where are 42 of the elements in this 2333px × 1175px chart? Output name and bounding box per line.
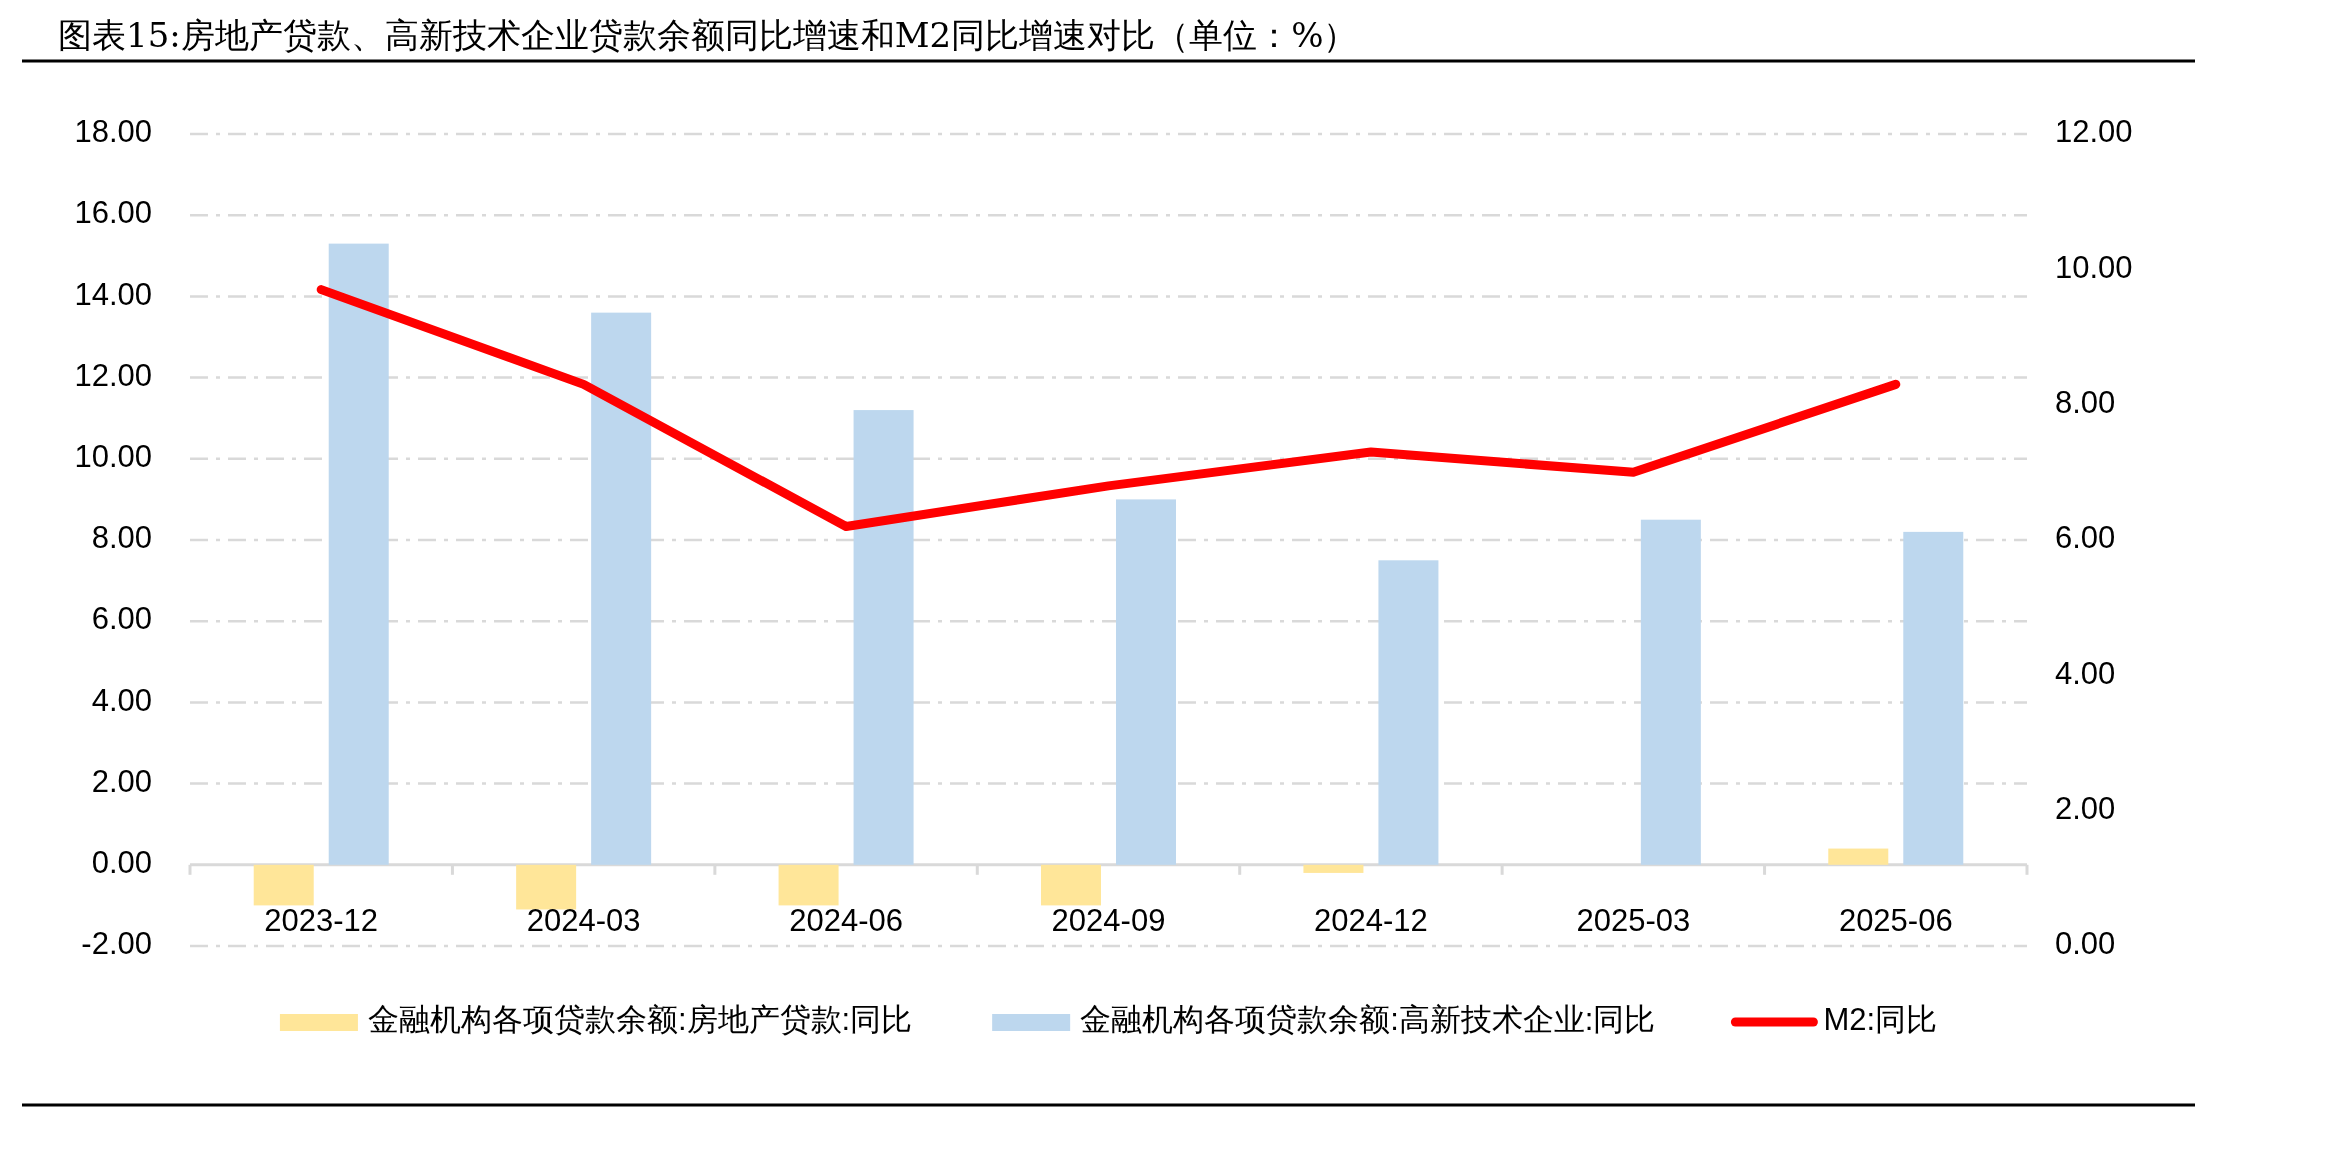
bar xyxy=(591,312,652,865)
x-tick-label: 2024-06 xyxy=(789,903,903,939)
bar xyxy=(1828,848,1889,865)
x-tick-label: 2025-06 xyxy=(1838,903,1953,939)
legend-label: M2:同比 xyxy=(1823,1002,1938,1038)
x-tick-label: 2024-03 xyxy=(526,903,641,939)
y-tick-label: 6.00 xyxy=(91,601,152,637)
x-tick-label: 2023-12 xyxy=(264,903,379,939)
y-tick-label: -2.00 xyxy=(81,926,152,962)
bar xyxy=(516,864,577,910)
bar xyxy=(1640,519,1701,865)
bar xyxy=(1903,531,1964,865)
bar xyxy=(853,410,914,865)
chart-title: 图表15:房地产贷款、高新技术企业贷款余额同比增速和M2同比增速对比（单位：%） xyxy=(58,15,1358,55)
y-tick-label: 2.00 xyxy=(91,763,152,799)
legend-label: 金融机构各项贷款余额:房地产贷款:同比 xyxy=(367,1002,913,1038)
y2-tick-label: 6.00 xyxy=(2055,520,2116,556)
y-tick-label: 18.00 xyxy=(74,114,152,150)
y2-tick-label: 0.00 xyxy=(2055,926,2116,962)
y2-tick-label: 12.00 xyxy=(2055,114,2133,150)
y-tick-label: 14.00 xyxy=(74,276,152,312)
y-tick-label: 12.00 xyxy=(74,357,152,393)
y2-tick-label: 4.00 xyxy=(2055,655,2116,691)
bar xyxy=(778,864,839,906)
y2-tick-label: 8.00 xyxy=(2055,384,2116,420)
y-tick-label: 0.00 xyxy=(91,844,152,880)
bar xyxy=(253,864,314,906)
y-tick-label: 4.00 xyxy=(91,682,152,718)
bar xyxy=(1378,560,1439,865)
y-tick-label: 16.00 xyxy=(74,195,152,231)
bar xyxy=(1116,499,1176,865)
y-tick-label: 10.00 xyxy=(74,438,152,474)
y-tick-label: 8.00 xyxy=(91,520,152,556)
x-tick-label: 2024-12 xyxy=(1314,903,1428,939)
y2-tick-label: 2.00 xyxy=(2055,790,2116,826)
x-tick-label: 2025-03 xyxy=(1576,903,1691,939)
y2-tick-label: 10.00 xyxy=(2055,249,2133,285)
x-tick-label: 2024-09 xyxy=(1051,903,1166,939)
bar xyxy=(1303,864,1364,873)
bar xyxy=(1041,864,1101,906)
legend-label: 金融机构各项贷款余额:高新技术企业:同比 xyxy=(1080,1002,1656,1038)
bar xyxy=(328,243,389,865)
